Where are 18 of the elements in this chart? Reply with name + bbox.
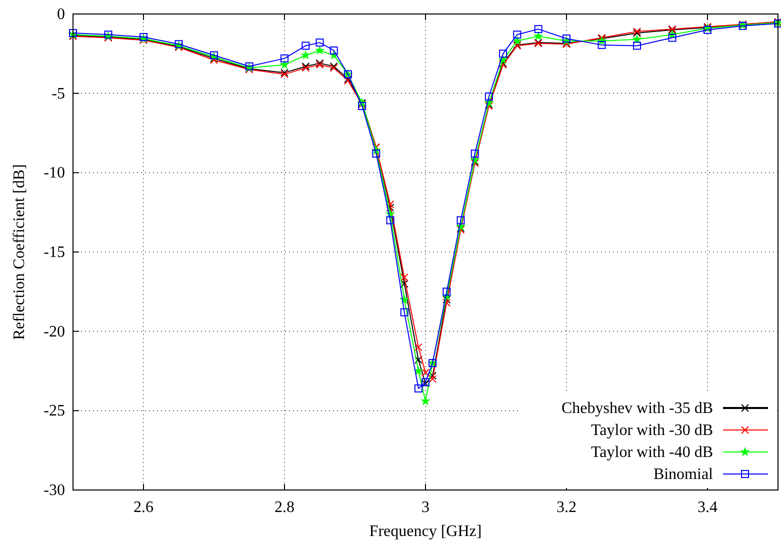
y-tick-label: 0 bbox=[57, 6, 65, 23]
y-axis-title: Reflection Coefficient [dB] bbox=[11, 164, 28, 340]
y-tick-label: -5 bbox=[52, 85, 65, 102]
x-tick-label: 3.4 bbox=[698, 499, 718, 516]
x-tick-label: 2.6 bbox=[134, 499, 154, 516]
legend-label: Taylor with -40 dB bbox=[591, 444, 713, 461]
y-tick-label: -10 bbox=[44, 164, 65, 182]
x-tick-label: 2.8 bbox=[274, 499, 294, 516]
x-tick-label: 3 bbox=[422, 499, 430, 516]
legend-label: Chebyshev with -35 dB bbox=[561, 400, 713, 417]
y-tick-label: -15 bbox=[44, 244, 65, 261]
x-axis-title: Frequency [GHz] bbox=[369, 523, 482, 540]
y-tick-label: -30 bbox=[44, 482, 65, 499]
y-tick-label: -25 bbox=[44, 402, 65, 420]
x-tick-label: 3.2 bbox=[556, 499, 576, 516]
y-tick-label: -20 bbox=[44, 323, 65, 340]
legend-label: Binomial bbox=[653, 466, 714, 483]
legend-label: Taylor with -30 dB bbox=[591, 422, 713, 439]
